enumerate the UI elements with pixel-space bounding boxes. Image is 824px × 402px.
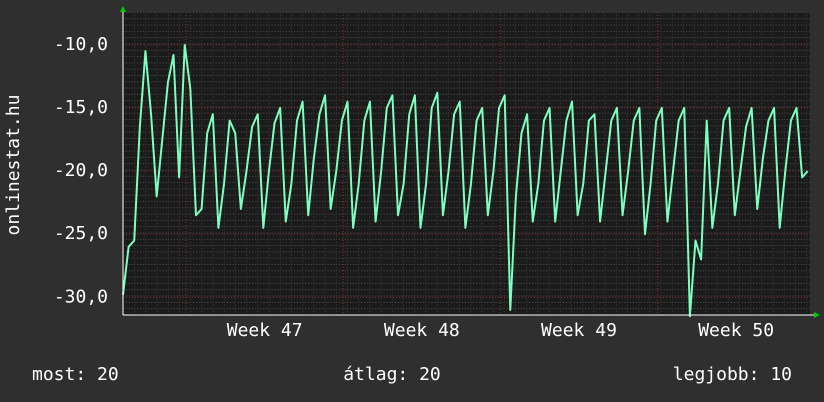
x-tick-label: Week 47	[227, 320, 303, 341]
footer-average: átlag: 20	[343, 364, 441, 385]
data-line	[122, 43, 809, 318]
y-tick-label: -25,0	[54, 223, 108, 244]
footer-current: most: 20	[32, 364, 119, 385]
footer-best: legjobb: 10	[673, 364, 792, 385]
y-tick-label: -10,0	[54, 34, 108, 55]
y-axis-arrow	[120, 6, 126, 12]
y-tick-label: -20,0	[54, 160, 108, 181]
x-tick-label: Week 50	[698, 320, 774, 341]
plot-layer: -10,0 -15,0 -20,0 -25,0 -30,0 Week 47 Week 48 W…	[54, 12, 810, 341]
y-tick-label: -30,0	[54, 286, 108, 307]
y-axis-title: onlinestat.hu	[3, 95, 24, 236]
x-tick-label: Week 49	[541, 320, 617, 341]
x-axis-arrow	[814, 312, 820, 318]
x-tick-label: Week 48	[384, 320, 460, 341]
y-tick-label: -15,0	[54, 97, 108, 118]
